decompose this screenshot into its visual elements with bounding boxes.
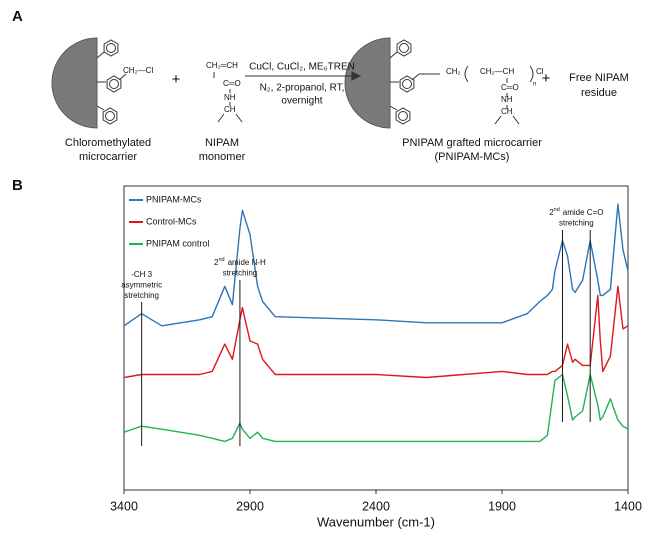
benzene-ring	[396, 39, 412, 57]
annotation-superscript: nd	[554, 207, 560, 213]
chem-group: C═O	[223, 79, 241, 88]
annotation-text: asymmetric	[121, 281, 162, 290]
annotation-text: 2nd amide C=O	[549, 207, 603, 217]
annotation-superscript: nd	[218, 257, 224, 263]
benzene-ring	[103, 39, 119, 57]
scheme-label: (PNIPAM-MCs)	[435, 151, 510, 163]
annotation-ordinal: 2	[549, 208, 554, 217]
scheme-label: monomer	[199, 151, 246, 163]
annotation-text: stretching	[124, 291, 159, 300]
chem-group: CH₂—Cl	[123, 66, 153, 75]
plot-frame	[123, 185, 629, 491]
benzene-ring-inner	[109, 79, 119, 89]
plus-sign: +	[172, 71, 181, 88]
annotation-text: stretching	[223, 269, 258, 278]
spectrum-line	[123, 373, 629, 443]
bond	[118, 73, 440, 81]
scheme-label: microcarrier	[79, 151, 137, 163]
scheme-label: NIPAM	[205, 137, 239, 149]
chem-group: CH₂—CH	[480, 67, 514, 76]
annotation-text: 2nd amide N-H	[214, 257, 266, 267]
x-tick-label: 3400	[110, 499, 138, 513]
panel-label: B	[12, 177, 23, 194]
benzene-ring	[395, 107, 411, 125]
benzene-ring-inner	[105, 111, 115, 121]
annotation-text: -CH 3	[131, 270, 152, 279]
scheme-label: Free NIPAM	[569, 72, 629, 84]
benzene-ring-inner	[402, 79, 412, 89]
chem-group: NH	[224, 93, 236, 102]
reaction-condition: CuCl, CuCl₂, ME₆TREN	[249, 62, 355, 73]
x-tick-label: 1900	[488, 499, 516, 513]
benzene-ring-inner	[399, 43, 409, 53]
microcarrier	[51, 37, 98, 129]
chem-group: NH	[501, 95, 513, 104]
chem-group: n	[533, 82, 536, 88]
scheme-text: CH₂—Cl + CH₂═CH C═O NH CH CuCl, CuCl₂, M…	[65, 61, 629, 163]
chem-group: CH	[501, 107, 513, 116]
spectrum-line	[123, 285, 629, 379]
annotation-text: stretching	[559, 219, 594, 228]
panel-label: A	[12, 8, 23, 25]
reaction-scheme	[51, 37, 534, 129]
annotation-ordinal: 2	[214, 258, 219, 267]
microcarrier	[344, 37, 391, 129]
reaction-condition: N₂, 2-propanol, RT,	[260, 83, 345, 94]
benzene-ring	[102, 107, 118, 125]
legend-label: PNIPAM control	[146, 238, 209, 248]
reaction-condition: overnight	[281, 96, 322, 107]
benzene-ring-inner	[398, 111, 408, 121]
chem-group: CH	[224, 105, 236, 114]
bond	[96, 51, 106, 111]
annotation-text: amide C=O	[563, 208, 604, 217]
x-tick-label: 1400	[614, 499, 642, 513]
bond	[464, 65, 534, 125]
scheme-label: PNIPAM grafted microcarrier	[402, 137, 542, 149]
benzene-ring	[106, 75, 122, 93]
scheme-label: residue	[581, 87, 617, 99]
chem-group: CH₂	[446, 67, 461, 76]
x-axis-title: Wavenumber (cm-1)	[317, 514, 435, 529]
spectrum-line	[123, 203, 629, 327]
chem-group: CH₂═CH	[206, 61, 238, 70]
plus-sign: +	[542, 70, 551, 87]
x-tick-label: 2900	[236, 499, 264, 513]
bond	[389, 51, 399, 111]
benzene-ring-inner	[106, 43, 116, 53]
annotation-text: amide N-H	[228, 258, 266, 267]
chem-group: Cl	[536, 67, 544, 76]
bond	[213, 72, 243, 123]
x-tick-label: 2400	[362, 499, 390, 513]
scheme-label: Chloromethylated	[65, 137, 151, 149]
legend-label: Control-MCs	[146, 216, 197, 226]
benzene-ring	[399, 75, 415, 93]
chem-group: C═O	[501, 83, 519, 92]
arrow-head	[351, 71, 362, 81]
legend-label: PNIPAM-MCs	[146, 194, 202, 204]
